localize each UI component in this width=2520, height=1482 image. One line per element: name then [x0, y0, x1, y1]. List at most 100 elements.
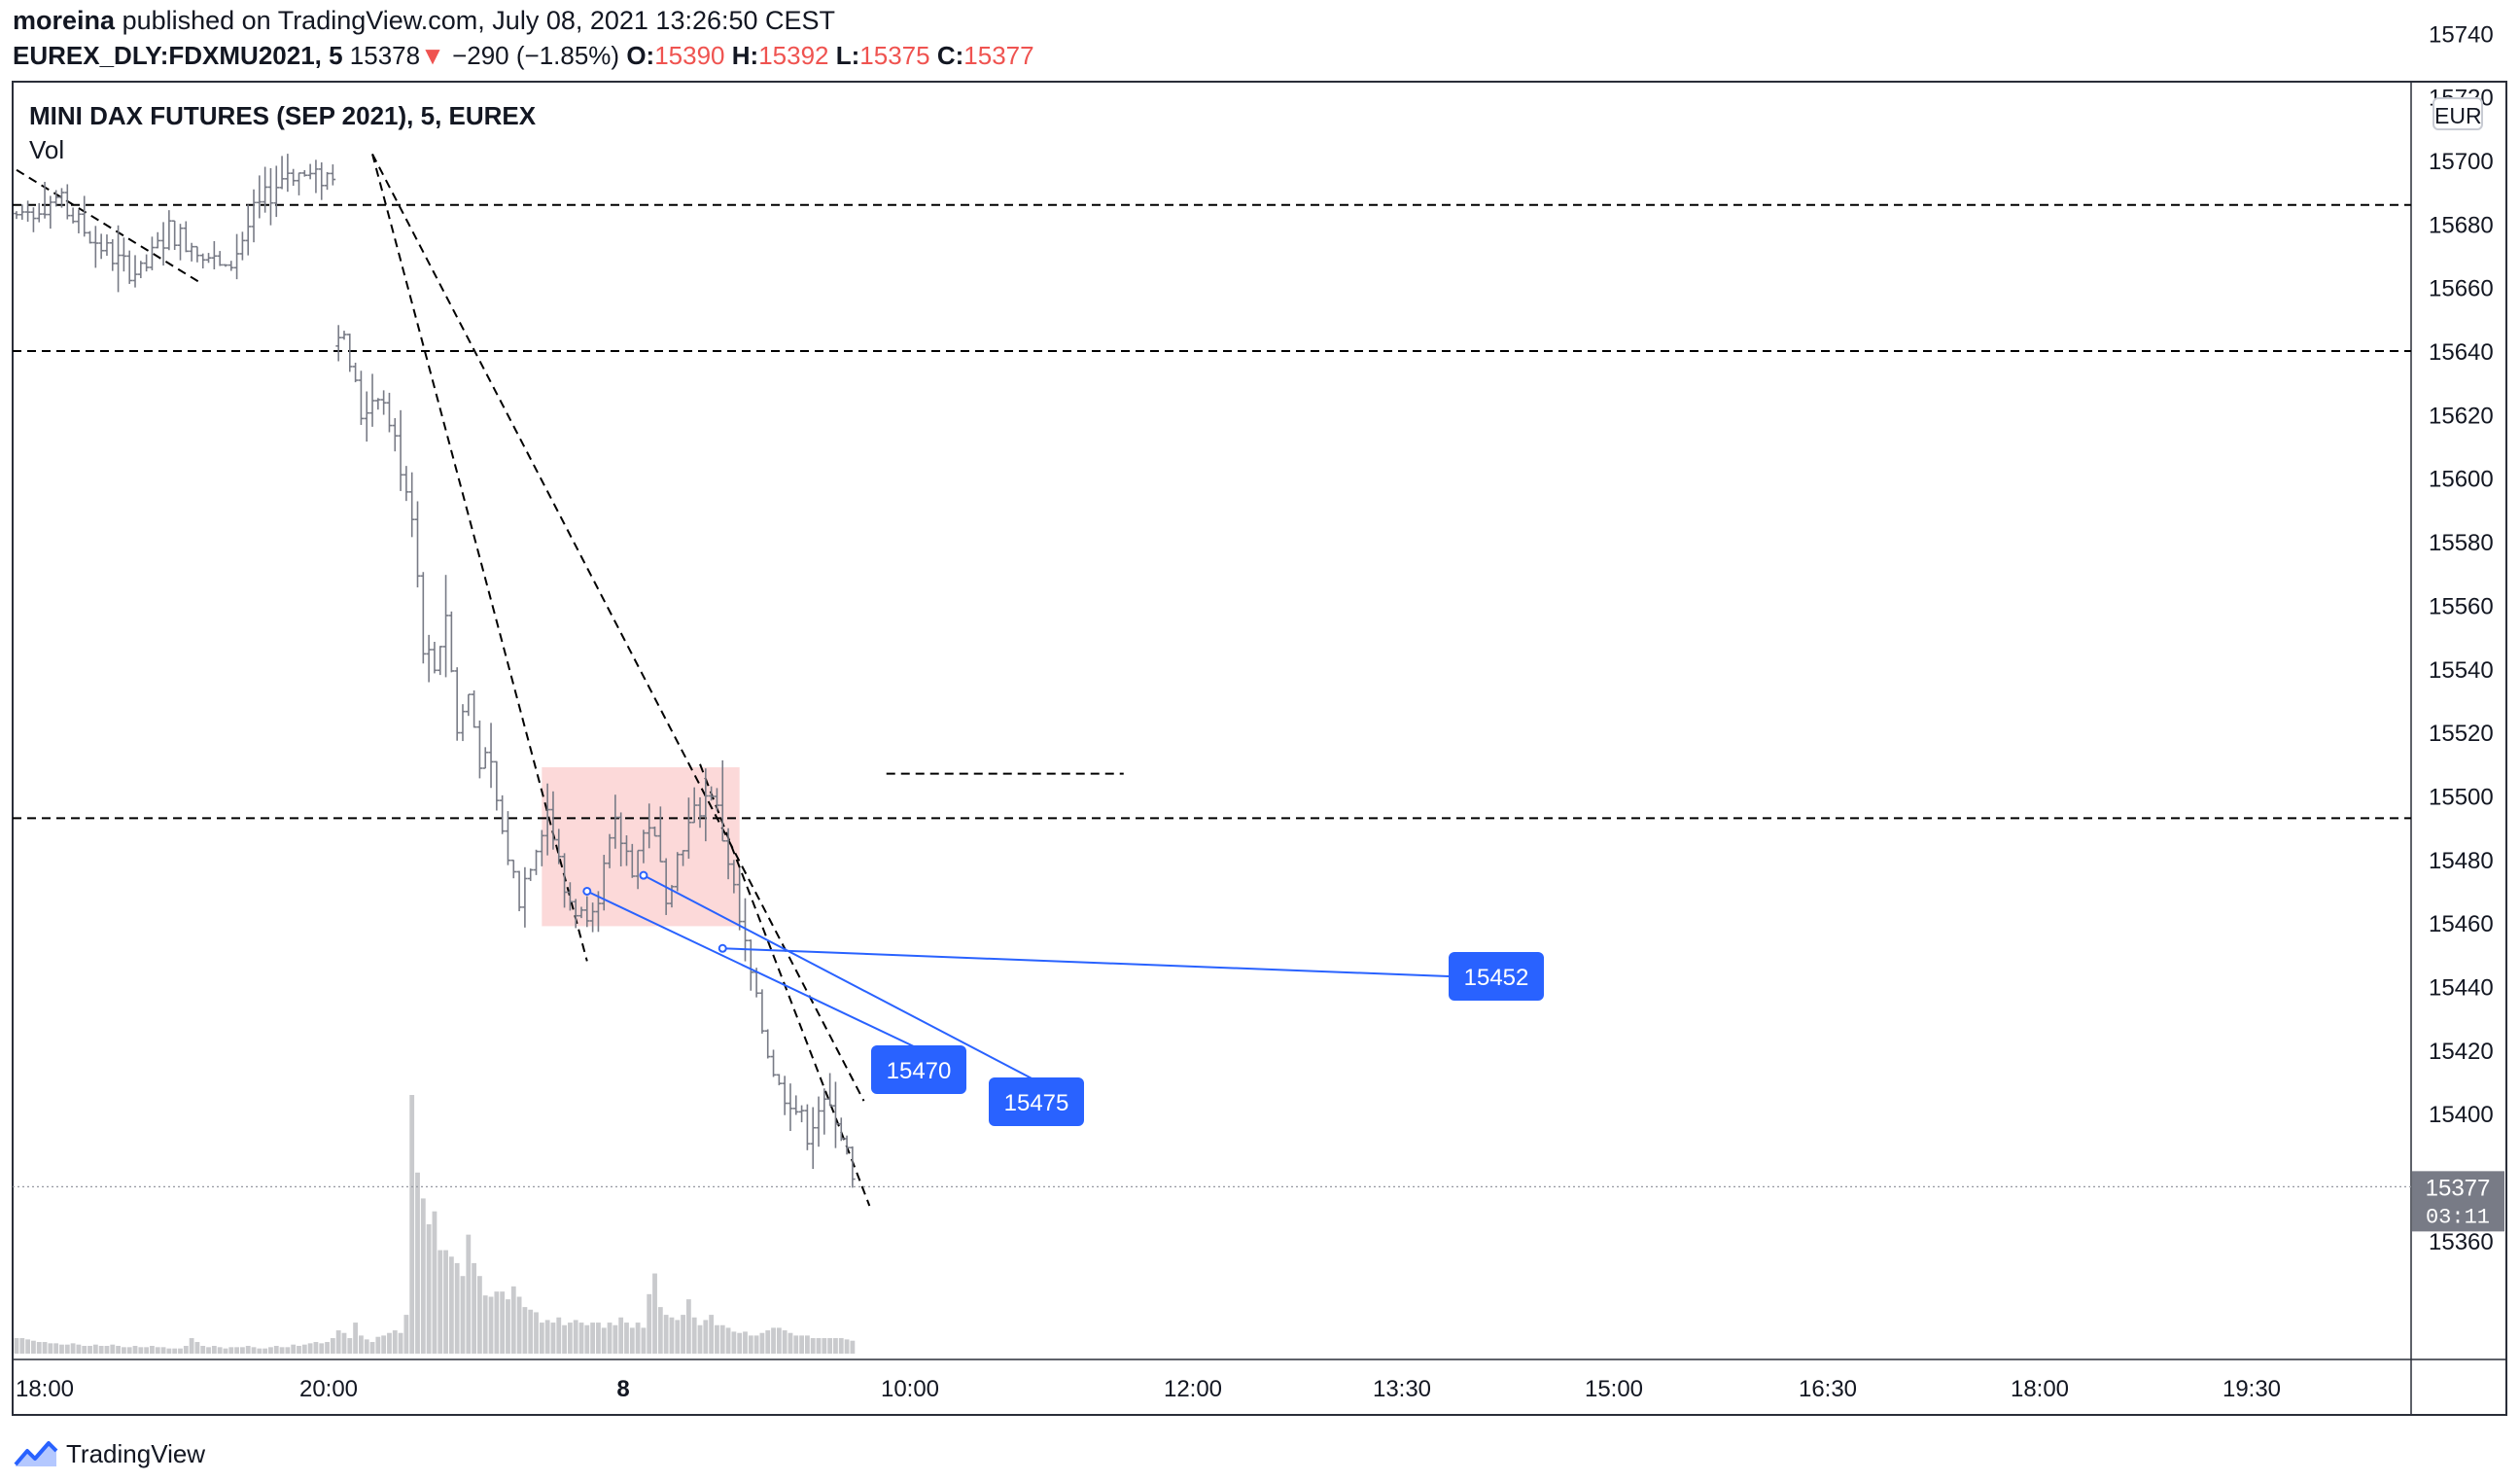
currency-button[interactable]: EUR: [2432, 97, 2483, 130]
time-tick-label: 20:00: [299, 1376, 358, 1402]
volume-bar: [771, 1327, 776, 1354]
volume-bar: [200, 1346, 206, 1354]
volume-bar: [759, 1332, 765, 1354]
volume-histogram: [14, 1095, 856, 1354]
volume-bar: [719, 1324, 725, 1354]
volume-bar: [70, 1343, 76, 1354]
price-tick-label: 15560: [2429, 593, 2494, 619]
volume-bar: [743, 1331, 748, 1354]
time-tick-label: 10:00: [881, 1376, 939, 1402]
trend-lines: [16, 153, 871, 1207]
volume-bar: [663, 1315, 669, 1354]
volume-bar: [64, 1344, 70, 1354]
price-tick-label: 15500: [2429, 784, 2494, 810]
tradingview-brand[interactable]: TradingView: [14, 1437, 205, 1470]
symbol-label[interactable]: EUREX_DLY:FDXMU2021, 5: [13, 41, 343, 70]
volume-bar: [160, 1347, 166, 1354]
volume-bar: [273, 1346, 279, 1354]
down-arrow-icon: ▼: [420, 41, 445, 70]
axes: 1574015720157001568015660156401562015600…: [16, 21, 2504, 1402]
volume-bar: [325, 1342, 330, 1354]
volume-bar: [816, 1338, 822, 1354]
volume-bar: [850, 1340, 856, 1354]
volume-bar: [88, 1346, 92, 1354]
volume-bar: [567, 1323, 573, 1354]
volume-bar: [838, 1338, 844, 1354]
volume-bar: [494, 1291, 500, 1354]
callout-anchor: [718, 943, 727, 953]
high-value: 15392: [758, 41, 829, 70]
volume-bar: [268, 1347, 273, 1354]
volume-bar: [398, 1332, 403, 1354]
volume-bar: [438, 1250, 443, 1354]
volume-bar: [92, 1344, 98, 1354]
volume-bar: [353, 1323, 358, 1354]
volume-bar: [110, 1344, 116, 1354]
volume-bar: [635, 1323, 641, 1354]
volume-bar: [709, 1315, 715, 1354]
volume-bar: [301, 1344, 307, 1354]
volume-bar: [240, 1347, 245, 1354]
volume-bar: [432, 1211, 438, 1354]
consolidation-zone: [542, 767, 740, 927]
volume-bar: [793, 1335, 799, 1354]
volume-bar: [116, 1346, 121, 1354]
volume-bar: [612, 1324, 618, 1354]
publish-info: moreina published on TradingView.com, Ju…: [13, 6, 835, 36]
volume-bar: [178, 1348, 183, 1354]
volume-bar: [799, 1335, 804, 1354]
volume-bar: [42, 1342, 48, 1354]
volume-bar: [166, 1348, 172, 1354]
volume-bar: [556, 1317, 562, 1354]
time-tick-label: 12:00: [1164, 1376, 1222, 1402]
price-tick-label: 15640: [2429, 339, 2494, 366]
volume-bar: [448, 1256, 454, 1354]
volume-bar: [753, 1335, 759, 1354]
volume-bar: [765, 1330, 771, 1354]
volume-bar: [257, 1348, 262, 1354]
volume-bar: [833, 1338, 838, 1354]
volume-bar: [647, 1293, 652, 1354]
chart-title[interactable]: MINI DAX FUTURES (SEP 2021), 5, EUREX: [29, 101, 537, 130]
volume-legend[interactable]: Vol: [29, 135, 65, 164]
volume-bar: [364, 1339, 369, 1354]
volume-bar: [573, 1320, 578, 1354]
volume-bar: [262, 1348, 268, 1354]
volume-bar: [596, 1323, 601, 1354]
callout-connector: [722, 947, 1450, 977]
volume-bar: [697, 1324, 703, 1354]
volume-bar: [725, 1327, 731, 1354]
volume-bar: [223, 1348, 228, 1354]
volume-bar: [510, 1286, 516, 1354]
volume-bar: [82, 1346, 88, 1354]
low-value: 15375: [859, 41, 930, 70]
price-tick-label: 15400: [2429, 1102, 2494, 1128]
ohlc-bars: [14, 154, 856, 1188]
callout-anchor: [582, 886, 592, 896]
volume-bar: [121, 1347, 126, 1354]
volume-bar: [506, 1299, 510, 1354]
volume-bar: [251, 1347, 257, 1354]
volume-bar: [138, 1347, 144, 1354]
price-tick-label: 15520: [2429, 721, 2494, 747]
bar-countdown: 03:11: [2426, 1205, 2490, 1229]
volume-bar: [144, 1347, 150, 1354]
price-tick-label: 15620: [2429, 403, 2494, 429]
close-value: 15377: [963, 41, 1034, 70]
volume-bar: [550, 1323, 556, 1354]
callout-connector: [643, 874, 1036, 1081]
volume-bar: [544, 1320, 550, 1354]
author-name[interactable]: moreina: [13, 6, 116, 35]
volume-bar: [539, 1323, 544, 1354]
volume-bar: [194, 1342, 200, 1354]
time-tick-label: 16:30: [1799, 1376, 1857, 1402]
volume-bar: [403, 1315, 409, 1354]
volume-bar: [607, 1323, 612, 1354]
volume-bar: [31, 1340, 36, 1354]
volume-bar: [788, 1332, 793, 1354]
open-value: 15390: [654, 41, 725, 70]
last-price: 15378: [349, 41, 421, 70]
price-tick-label: 15360: [2429, 1229, 2494, 1255]
volume-bar: [534, 1312, 539, 1354]
